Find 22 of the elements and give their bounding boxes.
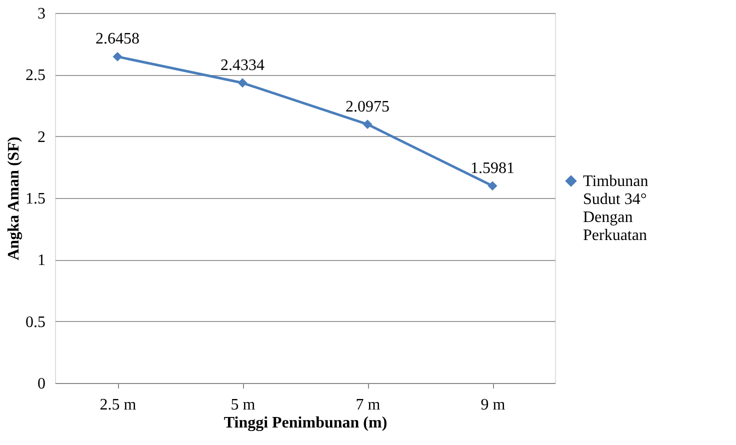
- y-tick-label: 2.5: [26, 67, 46, 84]
- y-tick-label: 0: [38, 376, 46, 392]
- x-tick-label: 9 m: [480, 396, 506, 414]
- x-tick-label: 2.5 m: [100, 396, 137, 414]
- x-axis-title: Tinggi Penimbunan (m): [224, 414, 388, 432]
- y-axis-title: Angka Aman (SF): [6, 136, 22, 260]
- x-tick-label: 5 m: [230, 396, 256, 414]
- y-tick-label: 3: [38, 6, 46, 22]
- legend-label: Timbunan Sudut 34° Dengan Perkuatan: [583, 173, 648, 244]
- y-tick-label: 2: [38, 128, 46, 146]
- point: [362, 120, 372, 130]
- data-label: 2.4334: [220, 56, 264, 74]
- point: [238, 78, 248, 88]
- x-tick-label: 7 m: [356, 396, 381, 414]
- point: [488, 181, 498, 191]
- data-label: 1.5981: [470, 160, 514, 177]
- y-tick-label: 1.5: [26, 190, 46, 208]
- y-tick-label: 0.5: [26, 314, 46, 331]
- data-label: 2.0975: [346, 98, 390, 116]
- data-label: 2.6458: [96, 30, 140, 48]
- point: [112, 52, 122, 62]
- y-tick-label: 1: [38, 252, 46, 270]
